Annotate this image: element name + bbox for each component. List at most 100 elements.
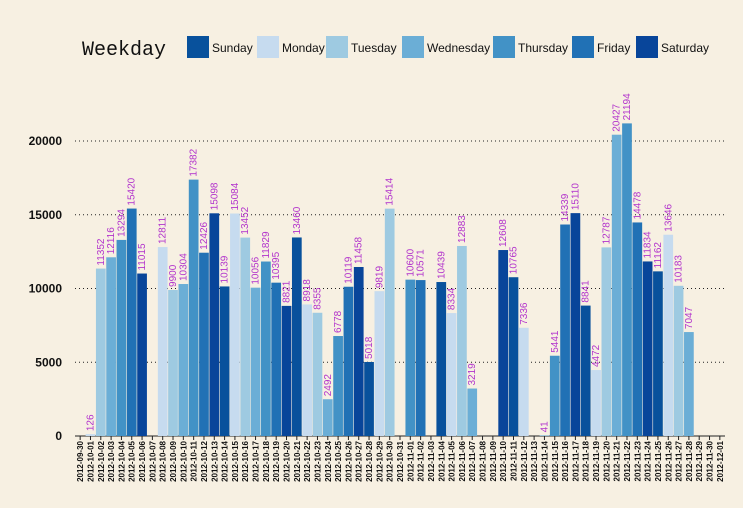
bar <box>457 245 467 436</box>
bar <box>291 237 302 436</box>
x-tick-label: 2012-10-22 <box>303 440 312 481</box>
bar <box>446 313 457 436</box>
x-tick-label: 2012-10-07 <box>148 440 157 481</box>
x-tick-label: 2012-11-15 <box>551 440 560 481</box>
data-label: 12426 <box>199 221 210 249</box>
bar <box>601 247 612 436</box>
bar <box>653 271 663 436</box>
data-label: 9900 <box>168 264 179 287</box>
data-label: 14339 <box>560 193 571 221</box>
x-tick-label: 2012-11-08 <box>479 440 488 481</box>
x-tick-label: 2012-10-20 <box>283 440 292 481</box>
x-tick-label: 2012-10-02 <box>97 440 106 481</box>
bar <box>508 277 519 436</box>
data-label: 15414 <box>385 177 396 205</box>
x-tick-label: 2012-11-05 <box>448 440 457 481</box>
data-label: 12883 <box>457 215 468 243</box>
data-label: 10395 <box>271 251 282 279</box>
legend-swatch-thursday <box>493 36 515 58</box>
data-label: 12608 <box>498 219 509 247</box>
data-label: 10304 <box>178 253 189 281</box>
bar <box>415 280 426 436</box>
bar <box>632 222 643 436</box>
legend-swatch-wednesday <box>402 36 424 58</box>
bar <box>157 247 168 436</box>
bars <box>85 123 694 437</box>
bar <box>271 282 282 436</box>
bar <box>642 261 653 436</box>
x-tick-label: 2012-11-12 <box>520 440 529 481</box>
data-label: 10139 <box>220 255 231 283</box>
x-tick-label: 2012-11-21 <box>613 440 622 481</box>
x-tick-label: 2012-11-27 <box>675 440 684 481</box>
x-tick-label: 2012-10-04 <box>117 440 126 481</box>
legend-label-sunday: Sunday <box>212 41 253 55</box>
x-tick-label: 2012-10-06 <box>138 440 147 481</box>
x-tick-label: 2012-10-17 <box>252 440 261 481</box>
data-label: 2492 <box>323 374 334 397</box>
x-tick-label: 2012-11-24 <box>644 440 653 481</box>
bar <box>622 123 632 437</box>
x-tick-label: 2012-10-14 <box>221 440 230 481</box>
legend: Weekday Sunday Monday Tuesday Wednesday Thur… <box>82 36 709 62</box>
x-tick-label: 2012-10-28 <box>365 440 374 481</box>
data-label: 8821 <box>282 280 293 303</box>
data-label: 10765 <box>508 246 519 274</box>
x-tick-label: 2012-11-18 <box>582 440 591 481</box>
data-label: 21194 <box>622 93 633 121</box>
x-tick-label: 2012-10-21 <box>293 440 302 481</box>
x-tick-label: 2012-11-01 <box>406 440 415 481</box>
data-label: 15098 <box>209 182 220 210</box>
x-tick-label: 2012-11-25 <box>654 440 663 481</box>
bar <box>591 370 601 436</box>
x-tick-label: 2012-11-28 <box>685 440 694 481</box>
data-label: 12116 <box>106 227 117 255</box>
legend-swatch-tuesday <box>326 36 348 58</box>
x-tick-label: 2012-11-16 <box>561 440 570 481</box>
legend-label-wednesday: Wednesday <box>427 41 490 55</box>
data-label: 13294 <box>116 209 127 237</box>
bar <box>168 289 178 436</box>
x-tick-label: 2012-10-12 <box>200 440 209 481</box>
x-tick-label: 2012-11-07 <box>468 440 477 481</box>
x-tick-label: 2012-11-29 <box>695 440 704 481</box>
bar <box>580 305 591 436</box>
x-tick-label: 2012-11-09 <box>489 440 498 481</box>
data-label: 13646 <box>663 203 674 231</box>
data-label: 15110 <box>570 183 581 211</box>
x-tick-label: 2012-11-03 <box>427 440 436 481</box>
data-label: 20427 <box>612 103 623 131</box>
x-tick-label: 2012-10-25 <box>334 440 343 481</box>
bar <box>95 268 106 436</box>
x-tick-label: 2012-11-11 <box>509 440 518 481</box>
data-label: 7047 <box>684 306 695 329</box>
y-tick-label: 0 <box>55 429 62 443</box>
data-label: 17382 <box>189 148 200 176</box>
x-tick-label: 2012-10-19 <box>272 440 281 481</box>
data-label: 4472 <box>591 344 602 367</box>
data-label: 11352 <box>96 238 107 266</box>
data-label: 15420 <box>127 177 138 205</box>
x-tick-label: 2012-11-23 <box>633 440 642 481</box>
data-label: 126 <box>85 414 96 431</box>
data-label: 8918 <box>302 279 313 302</box>
data-label: 10183 <box>674 255 685 283</box>
x-tick-label: 2012-10-24 <box>324 440 333 481</box>
legend-label-monday: Monday <box>282 41 325 55</box>
data-label: 12787 <box>601 216 612 244</box>
bar <box>106 257 116 436</box>
x-tick-label: 2012-12-01 <box>716 440 725 481</box>
data-label: 11834 <box>643 231 654 259</box>
x-tick-label: 2012-10-16 <box>241 440 250 481</box>
bar <box>199 252 209 436</box>
data-label: 9819 <box>374 265 385 288</box>
data-label: 13460 <box>292 206 303 234</box>
x-tick-label: 2012-10-26 <box>344 440 353 481</box>
x-tick-label: 2012-11-20 <box>602 440 611 481</box>
x-tick-label: 2012-10-03 <box>107 440 116 481</box>
bar <box>116 239 127 436</box>
x-tick-label: 2012-11-22 <box>623 440 632 481</box>
data-label: 15084 <box>230 182 241 210</box>
